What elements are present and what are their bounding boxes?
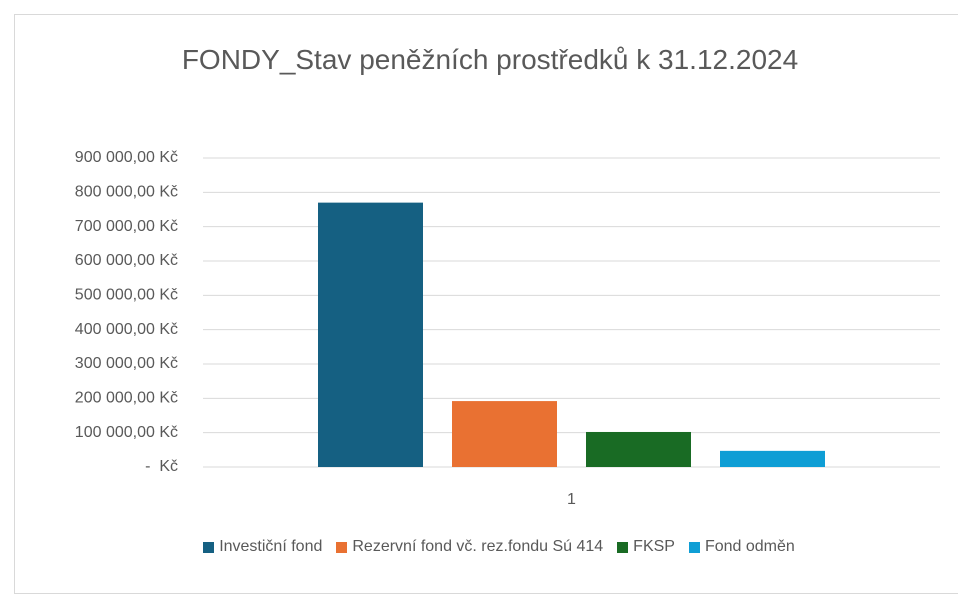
y-tick-label: 300 000,00 Kč <box>75 355 178 372</box>
y-tick-label: 700 000,00 Kč <box>75 218 178 235</box>
x-tick-label: 1 <box>567 491 576 508</box>
legend-item: Fond odměn <box>688 538 795 556</box>
legend-item: Rezervní fond vč. rez.fondu Sú 414 <box>336 538 603 556</box>
y-tick-label: 900 000,00 Kč <box>75 149 178 166</box>
y-tick-label: 500 000,00 Kč <box>75 287 178 304</box>
y-tick-label: 200 000,00 Kč <box>75 390 178 407</box>
y-tick-label: - Kč <box>145 458 178 475</box>
legend-swatch <box>203 541 215 553</box>
y-tick-label: 400 000,00 Kč <box>75 321 178 338</box>
legend-label: Rezervní fond vč. rez.fondu Sú 414 <box>352 538 604 555</box>
y-tick-label: 100 000,00 Kč <box>75 424 178 441</box>
legend-item: Investiční fond <box>203 538 322 556</box>
bar <box>586 431 691 467</box>
y-tick-label: 600 000,00 Kč <box>75 252 178 269</box>
chart-title: FONDY_Stav peněžních prostředků k 31.12.… <box>181 44 799 75</box>
legend-label: Fond odměn <box>704 538 795 555</box>
legend-label: Investiční fond <box>219 538 323 555</box>
legend-swatch <box>336 541 348 553</box>
legend-swatch <box>617 541 629 553</box>
legend-swatch <box>688 541 700 553</box>
bar <box>318 202 423 467</box>
y-tick-label: 800 000,00 Kč <box>75 184 178 201</box>
bar <box>452 401 557 467</box>
bar <box>720 450 825 467</box>
legend-label: FKSP <box>633 538 675 555</box>
legend: Investiční fond Rezervní fond vč. rez.fon… <box>0 538 958 556</box>
legend-item: FKSP <box>617 538 675 556</box>
